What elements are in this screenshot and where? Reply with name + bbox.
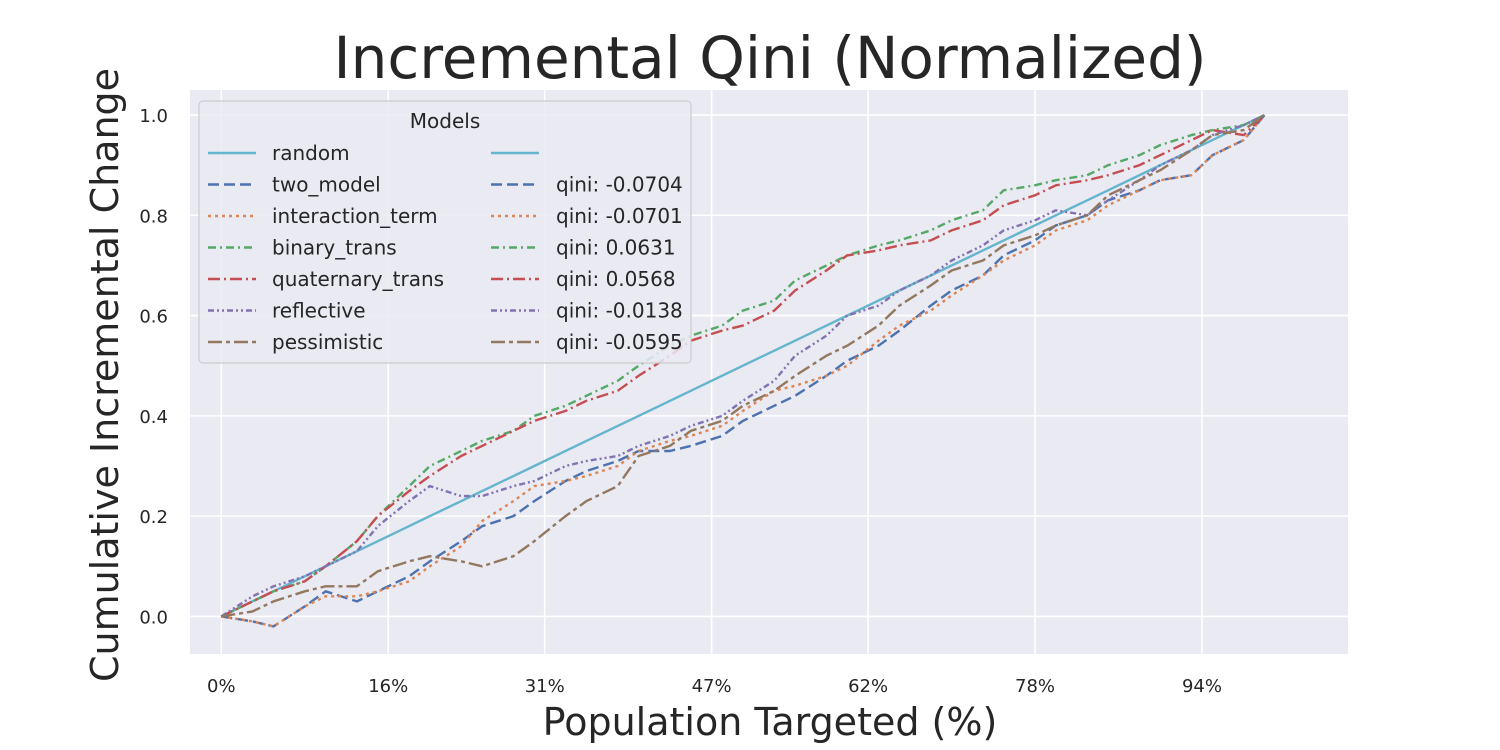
legend-label-reflective: reflective bbox=[272, 299, 366, 323]
legend-qini-label-interaction-term: qini: -0.0701 bbox=[556, 204, 683, 228]
x-tick-label: 94% bbox=[1182, 676, 1222, 697]
x-tick-label: 62% bbox=[848, 676, 888, 697]
legend-qini-label-two-model: qini: -0.0704 bbox=[556, 173, 683, 197]
x-tick-label: 0% bbox=[207, 676, 236, 697]
series-line-reflective bbox=[220, 114, 1266, 618]
y-tick-label: 0.2 bbox=[139, 507, 168, 528]
series-line-interaction-term bbox=[221, 114, 1266, 628]
series-line-two-model bbox=[221, 114, 1266, 628]
y-tick-label: 0.4 bbox=[139, 407, 168, 428]
legend-qini-label-binary-trans: qini: 0.0631 bbox=[556, 236, 676, 260]
y-tick-label: 0.6 bbox=[139, 307, 168, 328]
y-tick-label: 1.0 bbox=[139, 106, 168, 127]
legend-box bbox=[198, 100, 692, 364]
legend-qini-label-pessimistic: qini: -0.0595 bbox=[556, 330, 683, 354]
y-tick-label: 0.0 bbox=[139, 607, 168, 628]
chart-title: Incremental Qini (Normalized) bbox=[333, 24, 1206, 92]
x-tick-label: 47% bbox=[692, 676, 732, 697]
y-tick-label: 0.8 bbox=[139, 206, 168, 227]
legend-label-two-model: two_model bbox=[272, 173, 381, 197]
y-axis-label: Cumulative Incremental Change bbox=[83, 68, 127, 682]
legend: Models random two_model qini: -0.0704 inter… bbox=[198, 100, 692, 364]
series-line-pessimistic bbox=[221, 114, 1266, 618]
legend-label-random: random bbox=[272, 141, 350, 165]
legend-qini-label-reflective: qini: -0.0138 bbox=[556, 299, 683, 323]
series-line-binary-trans bbox=[220, 114, 1266, 618]
legend-label-quaternary-trans: quaternary_trans bbox=[272, 267, 444, 291]
legend-label-interaction-term: interaction_term bbox=[272, 204, 438, 228]
series-lines bbox=[220, 114, 1266, 628]
x-tick-label: 31% bbox=[525, 676, 565, 697]
legend-label-pessimistic: pessimistic bbox=[272, 330, 383, 354]
legend-label-binary-trans: binary_trans bbox=[272, 236, 397, 260]
legend-qini-label-quaternary-trans: qini: 0.0568 bbox=[556, 267, 676, 291]
legend-title: Models bbox=[410, 109, 480, 133]
x-axis-label: Population Targeted (%) bbox=[543, 700, 998, 744]
x-tick-label: 16% bbox=[368, 676, 408, 697]
series-line-quaternary-trans bbox=[220, 114, 1266, 618]
axis-ticks: 0% 16% 31% 47% 62% 78% 94% 0.0 0.2 0.4 0.6 0.8 1.0 bbox=[139, 106, 1222, 697]
series-line-random bbox=[220, 114, 1266, 618]
x-tick-label: 78% bbox=[1015, 676, 1055, 697]
